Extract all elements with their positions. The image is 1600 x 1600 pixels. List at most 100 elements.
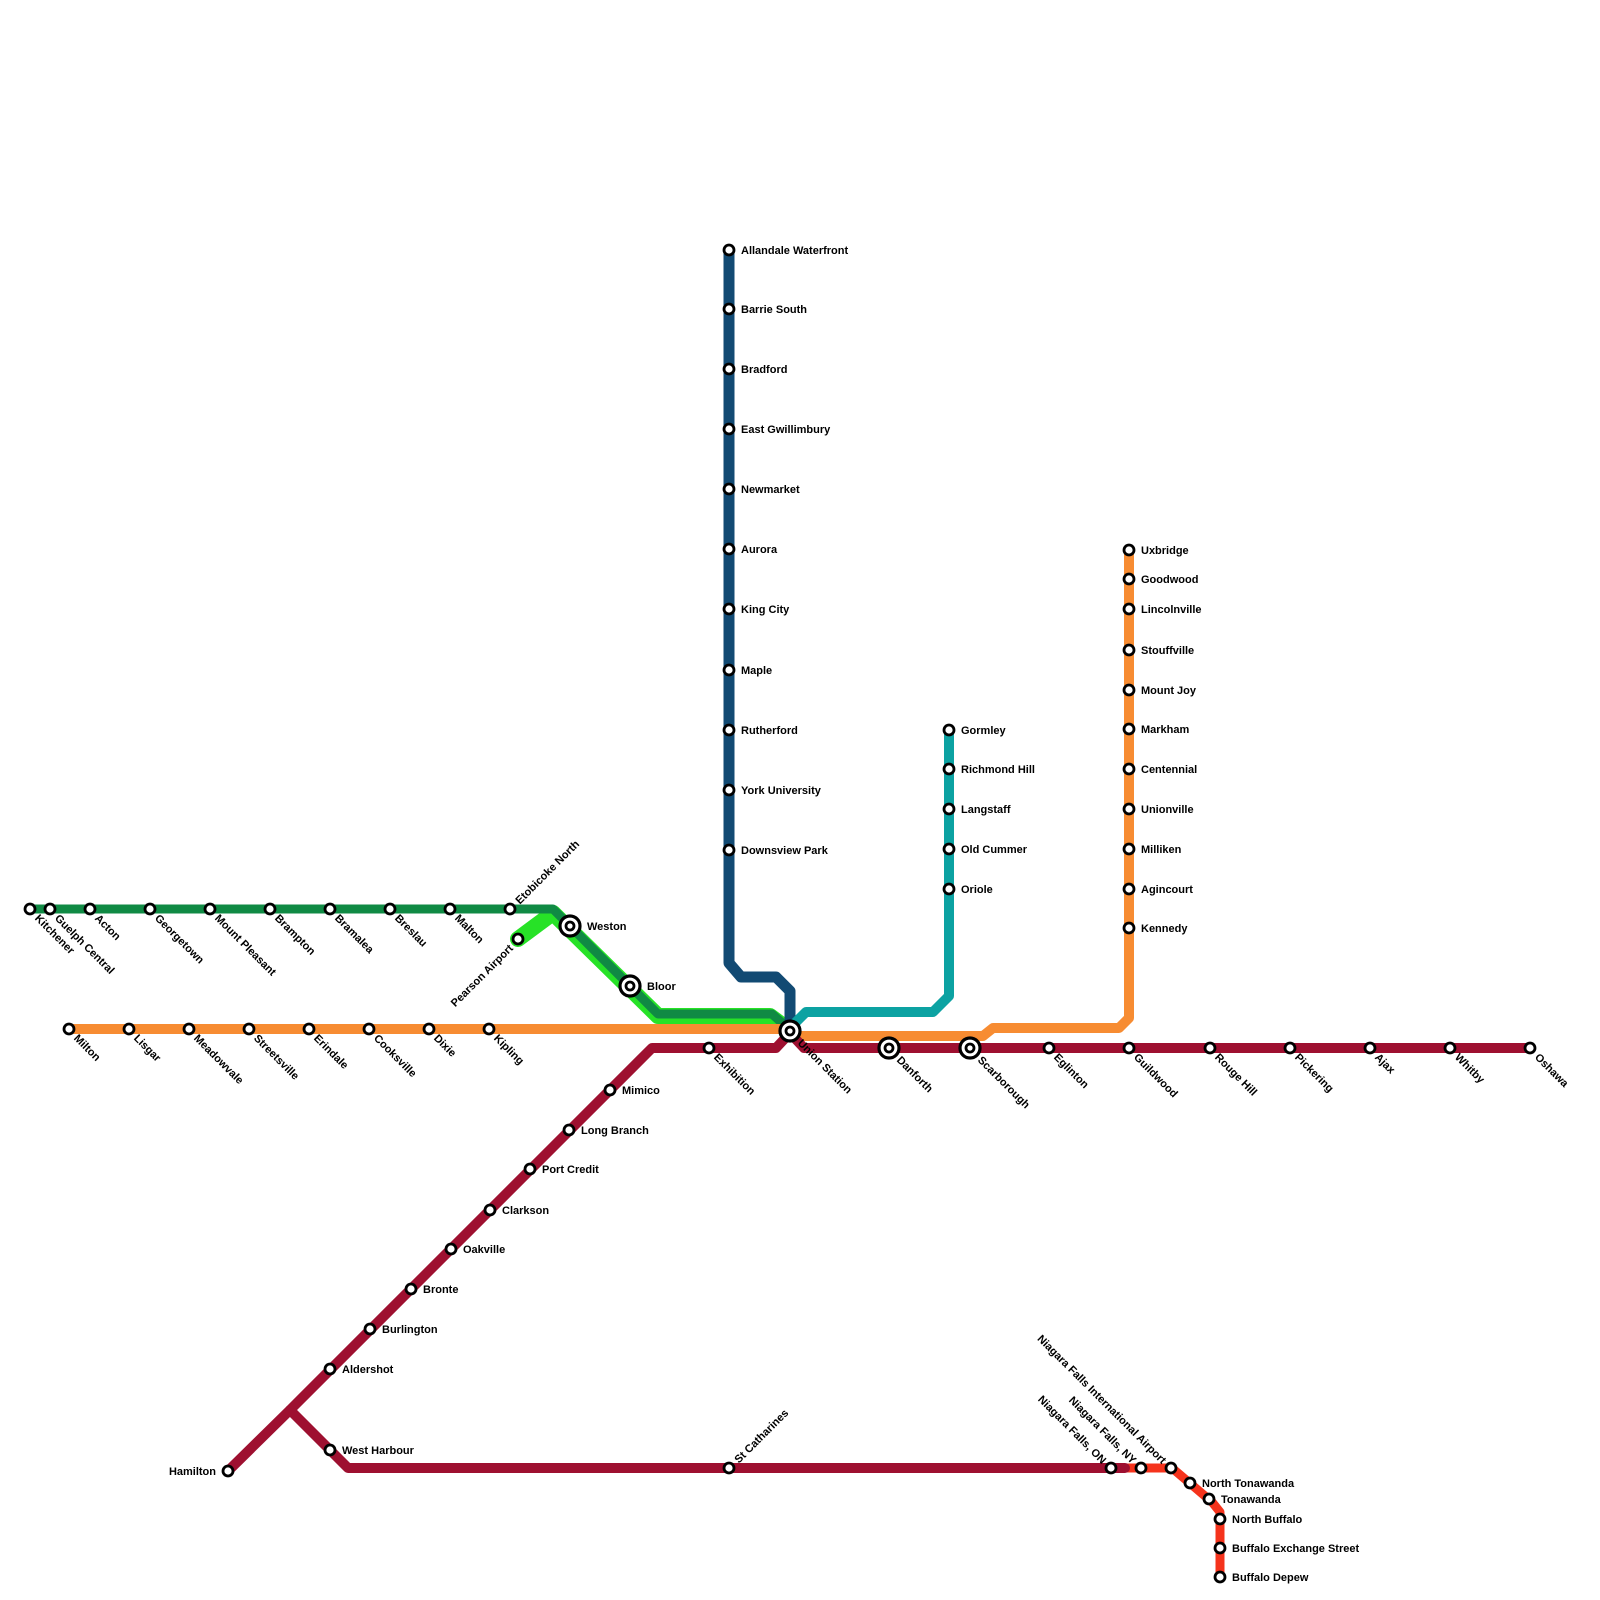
station-marker [1122,602,1136,616]
station-bradford: Bradford [722,362,787,376]
station-marker [443,902,457,916]
station-marker [482,1022,496,1036]
station-hamilton: Hamilton [169,1464,235,1478]
station-weston: Weston [558,914,627,938]
station-marker [323,1362,337,1376]
station-marker [603,1083,617,1097]
station-marker [323,902,337,916]
station-agincourt: Agincourt [1122,882,1193,896]
station-marker [942,762,956,776]
station-marker [722,302,736,316]
station-marker [722,482,736,496]
station-label: Aldershot [342,1364,394,1376]
station-marker [722,542,736,556]
station-label: Gormley [961,725,1007,737]
station-label: Burlington [382,1324,438,1336]
station-marker [722,422,736,436]
station-label: King City [741,604,790,616]
station-marker [1042,1041,1056,1055]
station-old-cummer: Old Cummer [942,842,1028,856]
station-marker [1134,1461,1148,1475]
station-label: Clarkson [502,1205,549,1217]
station-marker [942,723,956,737]
station-tonawanda: Tonawanda [1202,1492,1282,1506]
station-marker [1122,921,1136,935]
station-marker [1122,683,1136,697]
station-rutherford: Rutherford [722,723,798,737]
station-label: Port Credit [542,1164,599,1176]
station-label: Allandale Waterfront [741,245,848,257]
station-marker [263,902,277,916]
station-bloor: Bloor [618,974,676,998]
station-marker [1213,1570,1227,1584]
station-label: East Gwillimbury [741,424,831,436]
station-label: Maple [741,665,772,677]
station-marker [302,1022,316,1036]
station-newmarket: Newmarket [722,482,800,496]
station-marker [1213,1541,1227,1555]
station-marker [323,1443,337,1457]
station-label: Lincolnville [1141,604,1202,616]
station-lincolnville: Lincolnville [1122,602,1202,616]
station-marker [404,1282,418,1296]
station-burlington: Burlington [363,1322,438,1336]
station-east-gwillimbury: East Gwillimbury [722,422,831,436]
station-marker [503,902,517,916]
station-marker [221,1464,235,1478]
station-marker [422,1022,436,1036]
station-marker [1122,882,1136,896]
interchange-marker-inner [624,980,636,992]
station-marker [722,243,736,257]
station-oakville: Oakville [444,1242,505,1256]
station-west-harbour: West Harbour [323,1443,415,1457]
station-marker [1122,722,1136,736]
station-marker [122,1022,136,1036]
station-marker [1203,1041,1217,1055]
station-marker [1164,1461,1178,1475]
station-allandale-waterfront: Allandale Waterfront [722,243,848,257]
station-marker [702,1041,716,1055]
station-richmond-hill: Richmond Hill [942,762,1035,776]
station-label: Mount Joy [1141,685,1197,697]
station-buffalo-exchange-street: Buffalo Exchange Street [1213,1541,1359,1555]
station-marker [1363,1041,1377,1055]
station-king-city: King City [722,602,790,616]
station-label: Rutherford [741,725,798,737]
station-barrie-south: Barrie South [722,302,807,316]
station-label: Weston [587,921,627,933]
station-bronte: Bronte [404,1282,458,1296]
station-aurora: Aurora [722,542,778,556]
station-label: Agincourt [1141,884,1193,896]
station-york-university: York University [722,783,822,797]
station-marker [363,1322,377,1336]
station-label: Markham [1141,724,1190,736]
station-kennedy: Kennedy [1122,921,1188,935]
station-marker [722,723,736,737]
station-marker [383,902,397,916]
station-mimico: Mimico [603,1083,660,1097]
station-buffalo-depew: Buffalo Depew [1213,1570,1309,1584]
station-mount-joy: Mount Joy [1122,683,1197,697]
station-marker [722,663,736,677]
station-marker [511,932,525,946]
station-label: Newmarket [741,484,800,496]
station-label: West Harbour [342,1445,415,1457]
station-marker [1283,1041,1297,1055]
station-label: Hamilton [169,1466,216,1478]
station-label: Tonawanda [1221,1494,1282,1506]
interchange-marker-inner [784,1025,796,1037]
station-marker [62,1022,76,1036]
interchange-marker-inner [883,1042,895,1054]
kitchener-line-path [25,904,795,1035]
station-label: Milliken [1141,844,1182,856]
station-label: Long Branch [581,1125,649,1137]
station-marker [562,1123,576,1137]
station-label: Richmond Hill [961,764,1035,776]
station-label: Goodwood [1141,574,1198,586]
station-marker [942,802,956,816]
station-label: Stouffville [1141,645,1194,657]
station-marker [722,362,736,376]
station-label: Centennial [1141,764,1197,776]
